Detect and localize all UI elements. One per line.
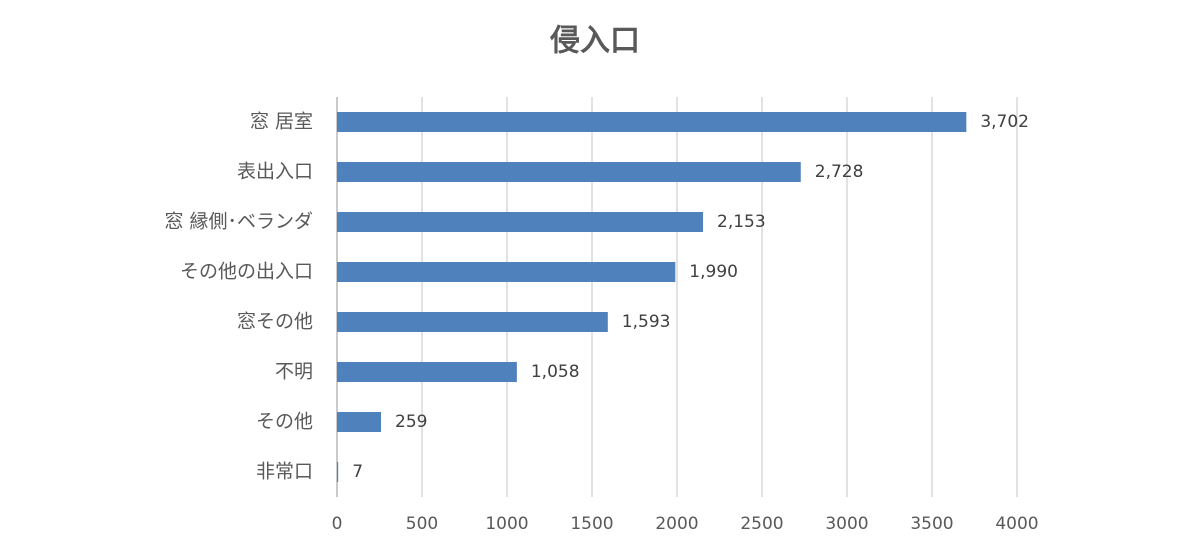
y-tick-label: その他 [256,411,313,433]
x-tick-label: 3500 [910,514,953,534]
x-tick-label: 2500 [740,514,783,534]
x-tick-label: 3000 [825,514,868,534]
bar [337,112,967,132]
y-tick-label: 表出入口 [237,161,313,183]
value-label: 2,153 [717,212,766,232]
x-tick-label: 2000 [655,514,698,534]
value-label: 1,593 [622,312,671,332]
y-tick-label: 窓 縁側･ベランダ [164,211,313,233]
y-tick-label: 窓その他 [237,311,313,333]
bar [337,312,608,332]
bar [337,212,704,232]
y-tick-label: 窓 居室 [250,111,313,133]
x-tick-label: 4000 [995,514,1038,534]
value-label: 2,728 [815,162,864,182]
y-tick-label: 非常口 [256,461,313,483]
x-tick-label: 1500 [570,514,613,534]
chart-title: 侵入口 [549,24,640,59]
bar [337,362,517,382]
bar [337,262,676,282]
x-tick-label: 1000 [485,514,528,534]
bar [337,412,382,432]
bar [337,462,339,482]
value-label: 1,058 [531,362,580,382]
value-label: 259 [395,412,427,432]
x-tick-label: 0 [332,514,343,534]
x-tick-label: 500 [406,514,438,534]
value-label: 7 [352,462,363,482]
value-label: 1,990 [689,262,738,282]
y-tick-label: 不明 [275,361,313,383]
value-label: 3,702 [980,112,1029,132]
y-tick-label: その他の出入口 [180,261,313,283]
bar [337,162,801,182]
